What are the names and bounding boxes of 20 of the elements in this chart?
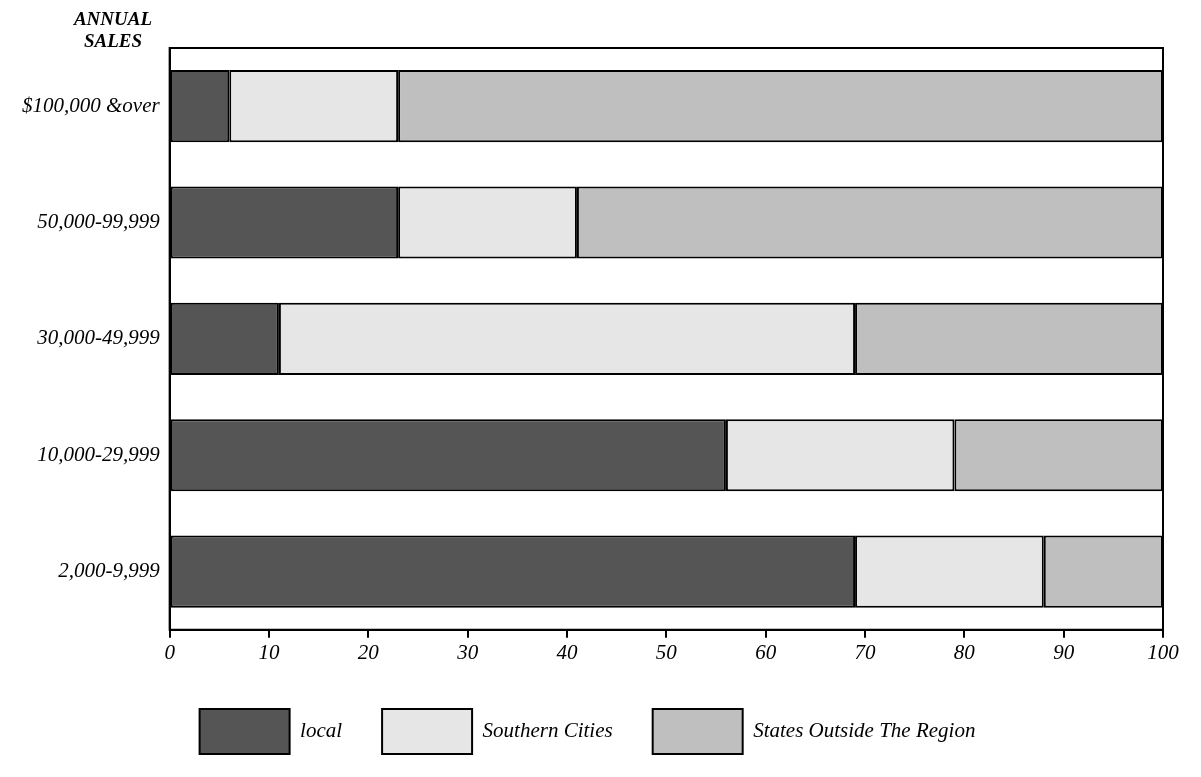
legend-label: Southern Cities [482, 718, 613, 743]
y-tick-label: 2,000-9,999 [58, 558, 161, 583]
x-tick-label: 30 [456, 639, 479, 664]
x-tick-label: 20 [357, 639, 380, 664]
legend-label: States Outside The Region [753, 718, 976, 743]
x-tick-label: 0 [164, 639, 176, 664]
x-tick-label: 90 [1053, 639, 1075, 664]
x-tick-label: 50 [655, 639, 678, 664]
x-tick-label: 60 [755, 639, 777, 664]
x-tick-label: 10 [258, 639, 280, 664]
x-tick-label: 100 [1147, 639, 1180, 664]
y-tick-label: $100,000 &over [21, 92, 161, 117]
y-tick-label: 50,000-99,999 [37, 209, 161, 234]
x-tick-label: 70 [854, 639, 876, 664]
y-tick-label: 30,000-49,999 [36, 325, 161, 350]
legend-label: local [300, 718, 343, 743]
y-axis-title: ANNUAL SALES [72, 8, 154, 52]
y-tick-label: 10,000-29,999 [37, 441, 161, 466]
x-tick-label: 80 [953, 639, 976, 664]
x-tick-label: 40 [556, 639, 578, 664]
